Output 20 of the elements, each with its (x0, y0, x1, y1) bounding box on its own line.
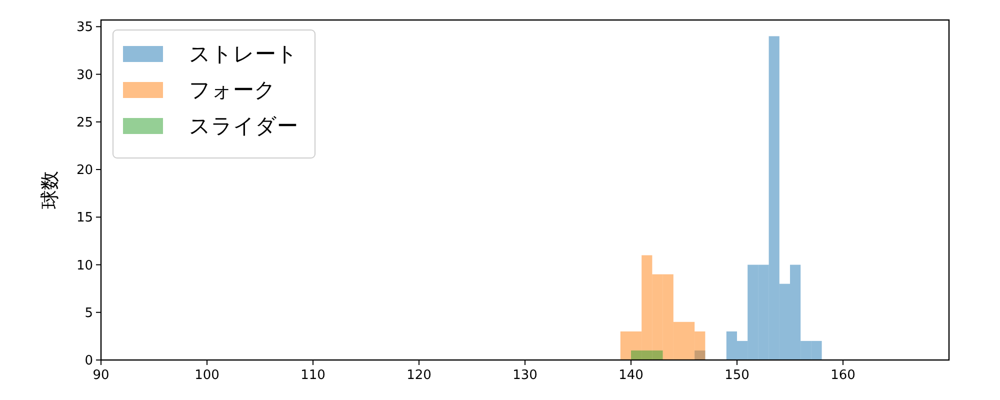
x-tick-label: 130 (512, 368, 538, 383)
x-tick-label: 160 (830, 368, 856, 383)
legend-label: スライダー (189, 114, 298, 138)
x-tick-label: 90 (92, 368, 110, 383)
x-tick-label: 140 (618, 368, 644, 383)
y-axis-title: 球数 (39, 171, 61, 209)
y-tick-label: 15 (76, 210, 93, 226)
legend-label: ストレート (189, 42, 298, 66)
x-tick-label: 120 (406, 368, 432, 383)
x-tick-label: 100 (194, 368, 220, 383)
x-tick-label: 150 (724, 368, 750, 383)
legend-label: フォーク (189, 78, 276, 102)
x-tick-label: 110 (300, 368, 326, 383)
y-tick-label: 35 (76, 20, 93, 36)
y-tick-label: 20 (76, 163, 93, 178)
y-tick-label: 10 (76, 258, 93, 274)
y-tick-label: 30 (76, 68, 93, 83)
y-tick-label: 0 (84, 354, 93, 368)
y-tick-label: 5 (84, 306, 93, 321)
y-tick-label: 25 (76, 115, 93, 130)
